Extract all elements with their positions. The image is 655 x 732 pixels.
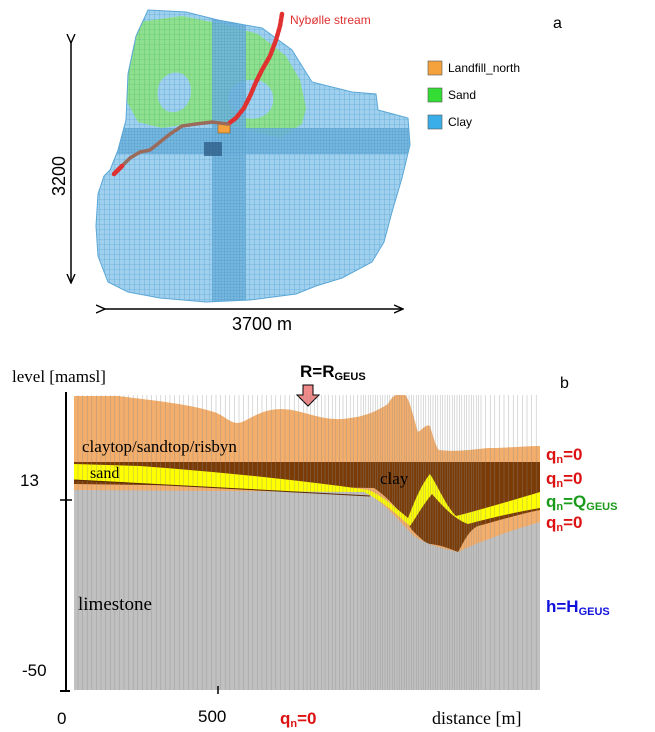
height-label: 3200	[49, 156, 69, 196]
bc-bottom: qn=0	[280, 709, 317, 730]
legend-label-1: Sand	[448, 88, 476, 102]
width-label: 3700 m	[232, 314, 292, 334]
svg-text:R=RGEUS: R=RGEUS	[300, 362, 366, 383]
boundary-conditions: qn=0 qn=0 qn=QGEUS qn=0 h=HGEUS qn=0	[280, 445, 617, 730]
layer-label-limestone: limestone	[78, 594, 152, 615]
bc-sand-top: qn=0	[546, 469, 583, 490]
y-tick-label-minus50: -50	[22, 661, 47, 680]
layer-label-sand: sand	[90, 465, 119, 482]
nybolle-stream	[225, 11, 285, 127]
sand-bottom-boundary	[74, 479, 371, 497]
legend-label-2: Clay	[448, 115, 472, 129]
clay-lens-1	[157, 72, 191, 113]
model-mesh	[96, 10, 410, 302]
sand-layer	[74, 464, 540, 526]
y-tick-label-13: 13	[20, 471, 39, 490]
bc-top: qn=0	[546, 445, 583, 466]
y-axis-label: level [mamsl]	[12, 367, 106, 386]
bc-head: h=HGEUS	[546, 597, 610, 618]
x-axis-label: distance [m]	[432, 708, 521, 728]
legend-label-0: Landfill_north	[448, 61, 520, 75]
stream-outlet	[111, 163, 125, 177]
legend-swatch-0	[427, 60, 443, 76]
panel-a: Nybølle stream a Landfill_northSandClay …	[49, 9, 562, 334]
recharge-bc: R=RGEUS	[295, 362, 366, 407]
stream-label: Nybølle stream	[290, 13, 371, 27]
cross-section	[74, 395, 540, 690]
panel-b: b level [mamsl] R=RGEUS 13 -50 0 500 dis…	[12, 362, 617, 730]
legend-swatch-2	[427, 114, 443, 130]
vertical-grid	[77, 395, 537, 690]
bc-sand-flux: qn=QGEUS	[546, 492, 617, 513]
layer-label-clay: clay	[380, 469, 409, 488]
bc-clay-bottom: qn=0	[546, 513, 583, 534]
mesh-outline	[95, 9, 411, 303]
legend-swatch-1	[427, 87, 443, 103]
legend: Landfill_north Sand Clay	[427, 60, 520, 130]
layer-label-top: claytop/sandtop/risbyn	[82, 437, 237, 456]
x-tick-label-500: 500	[198, 707, 226, 726]
x-tick-label-0: 0	[57, 709, 66, 728]
stream-channel	[120, 120, 230, 168]
dense-core	[204, 142, 222, 156]
recharge-arrow-icon	[295, 384, 321, 407]
refined-mesh-row	[96, 128, 410, 154]
panel-b-label: b	[560, 375, 569, 392]
panel-a-label: a	[553, 15, 562, 32]
